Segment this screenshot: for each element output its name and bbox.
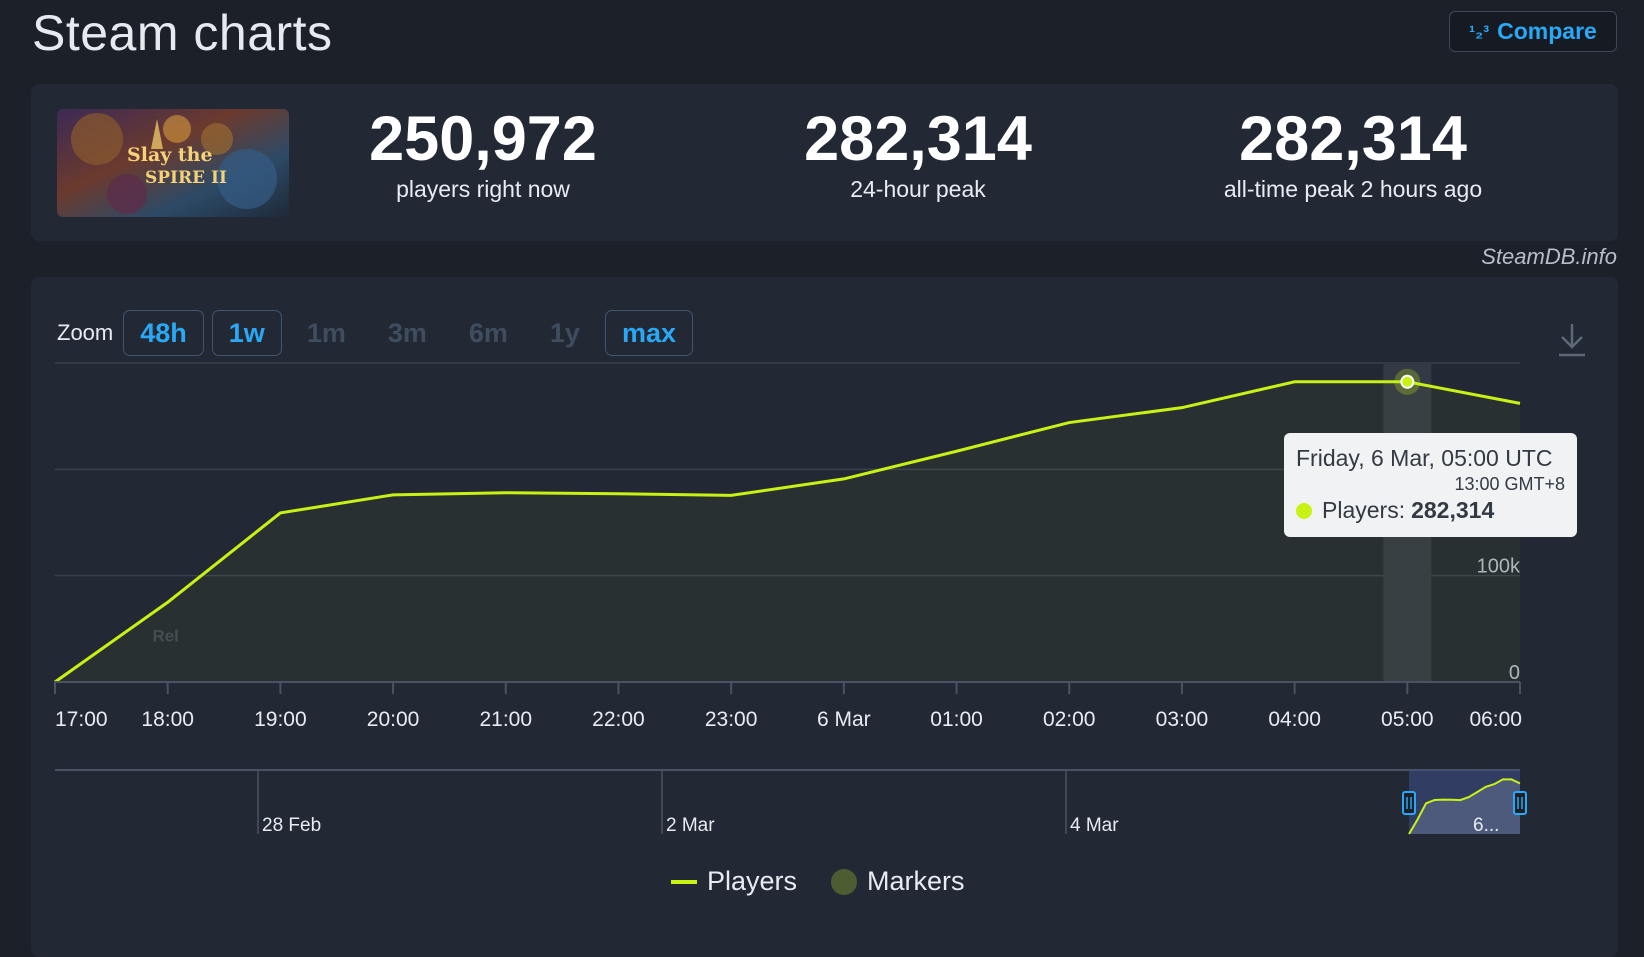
player-count-chart: Rel 17:00 18:00 19:00 20:00 21:00 22:00 23:00 6 … <box>54 362 1527 836</box>
data-point <box>729 493 733 497</box>
page-title: Steam charts <box>32 5 333 61</box>
zoom-6m-button[interactable]: 6m <box>468 317 508 348</box>
stat-label: players right now <box>396 176 570 202</box>
stat-value: 282,314 <box>1239 104 1467 174</box>
legend-item-markers[interactable]: Markers <box>831 866 965 897</box>
stat-alltime-peak: 282,314 all-time peak 2 hours ago <box>1143 102 1563 202</box>
chart-legend: Players Markers <box>671 866 965 897</box>
line-swatch-icon <box>671 879 697 884</box>
zoom-bar: Zoom 48h 1w 1m 3m 6m 1y max <box>57 309 701 357</box>
zoom-1m-button[interactable]: 1m <box>306 317 346 348</box>
x-tick-label: 18:00 <box>141 708 194 731</box>
x-tick-label: 06:00 <box>1469 708 1522 731</box>
navigator-handle <box>1402 791 1416 815</box>
series-area <box>55 381 1520 682</box>
x-tick-label: 05:00 <box>1381 708 1434 731</box>
data-point <box>1518 401 1522 405</box>
zoom-label: Zoom <box>57 320 114 345</box>
series-dot-icon <box>1296 502 1312 519</box>
x-tick-label: 17:00 <box>55 708 108 731</box>
tooltip-local-time: 13:00 GMT+8 <box>1454 474 1565 494</box>
zoom-max-button[interactable]: max <box>604 310 693 356</box>
data-point <box>504 491 508 495</box>
data-point <box>842 477 846 481</box>
data-point <box>391 493 395 497</box>
art-title-line1: Slay the <box>127 144 213 166</box>
stat-players-now: 250,972 players right now <box>273 102 693 202</box>
game-cover-image[interactable]: Slay the SPIRE II <box>57 109 289 217</box>
compare-label: Compare <box>1497 18 1597 44</box>
source-credit[interactable]: SteamDB.info <box>1481 244 1617 269</box>
stat-value: 250,972 <box>369 104 597 174</box>
highlight-point <box>1400 374 1415 389</box>
legend-item-players[interactable]: Players <box>671 866 797 897</box>
zoom-3m-button[interactable]: 3m <box>387 317 427 348</box>
chart-panel: Zoom 48h 1w 1m 3m 6m 1y max Rel 17:00 18:0… <box>31 277 1618 957</box>
data-point <box>616 492 620 496</box>
compare-button[interactable]: ¹₂³ Compare <box>1449 11 1617 52</box>
zoom-1w-button[interactable]: 1w <box>211 310 282 356</box>
art-title-line2: SPIRE II <box>145 168 227 188</box>
x-tick-label: 23:00 <box>705 708 758 731</box>
x-tick-label: 03:00 <box>1156 708 1209 731</box>
navigator-date-label: 6... <box>1473 815 1499 836</box>
x-tick-label: 22:00 <box>592 708 645 731</box>
marker-dot-icon <box>831 868 858 895</box>
data-point <box>955 449 959 453</box>
tooltip-row: Players: 282,314 <box>1296 497 1565 524</box>
chart-tooltip: Friday, 6 Mar, 05:00 UTC 13:00 GMT+8 Pla… <box>1284 433 1577 537</box>
zoom-48h-button[interactable]: 48h <box>123 310 204 356</box>
x-tick-label: 01:00 <box>930 708 983 731</box>
legend-label: Players <box>707 866 798 896</box>
stat-label: 24-hour peak <box>850 176 986 202</box>
navigator-handle <box>1513 791 1527 815</box>
data-point <box>1180 406 1184 410</box>
y-tick-label: 100k <box>1477 556 1521 578</box>
navigator-date-label: 2 Mar <box>666 815 715 836</box>
data-point <box>1067 421 1071 425</box>
zoom-1y-button[interactable]: 1y <box>549 317 580 348</box>
download-icon[interactable] <box>1557 322 1587 363</box>
navigator-date-label: 4 Mar <box>1070 815 1119 836</box>
legend-label: Markers <box>867 866 965 896</box>
series-line <box>54 380 1521 684</box>
release-marker: Rel <box>152 627 178 646</box>
x-tick-label: 21:00 <box>479 708 532 731</box>
tooltip-date: Friday, 6 Mar, 05:00 UTC <box>1296 445 1553 471</box>
tooltip-series-label: Players: <box>1322 497 1406 523</box>
x-tick-label: 19:00 <box>254 708 307 731</box>
x-tick-label: 04:00 <box>1268 708 1321 731</box>
navigator-series-line <box>1408 778 1521 835</box>
tooltip-value: 282,314 <box>1411 497 1495 523</box>
stat-24h-peak: 282,314 24-hour peak <box>708 102 1128 202</box>
sort-numeric-icon: ¹₂³ <box>1469 21 1490 42</box>
stat-label: all-time peak 2 hours ago <box>1223 176 1483 202</box>
data-point <box>278 511 282 515</box>
x-tick-label: 6 Mar <box>817 708 871 731</box>
navigator-series-area <box>1409 779 1520 834</box>
stats-panel: Slay the SPIRE II 250,972 players right … <box>31 84 1618 241</box>
navigator-date-label: 28 Feb <box>262 815 321 836</box>
stat-value: 282,314 <box>804 104 1032 174</box>
data-point <box>166 600 170 604</box>
x-tick-label: 20:00 <box>367 708 420 731</box>
data-point <box>1293 380 1297 384</box>
y-tick-label: 0 <box>1509 662 1520 684</box>
x-tick-label: 02:00 <box>1043 708 1096 731</box>
